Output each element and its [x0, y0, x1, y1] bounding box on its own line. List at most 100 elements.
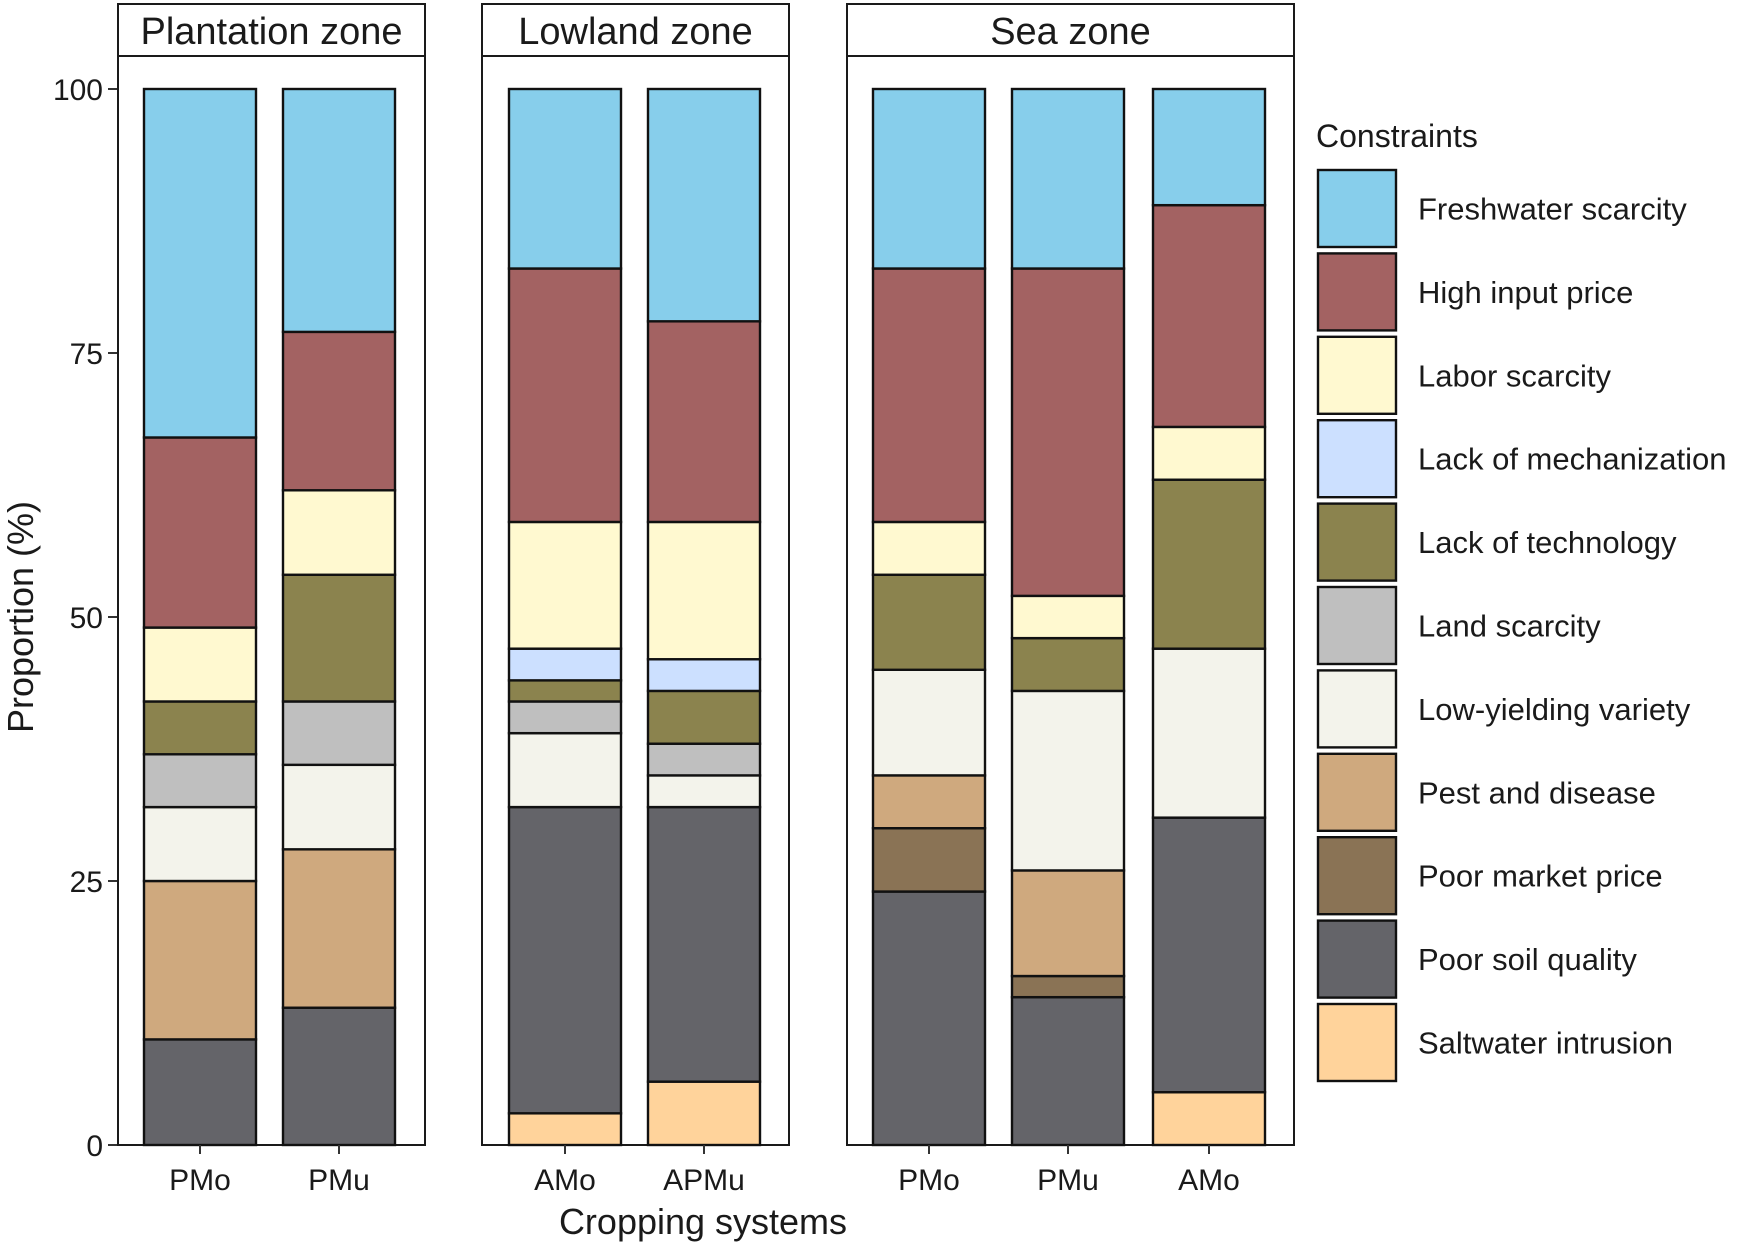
legend-item-pest-and-disease: Pest and disease — [1316, 752, 1656, 832]
bar-segment-lack-of-technology — [507, 679, 623, 703]
bar-segment-lack-of-technology — [1010, 636, 1126, 693]
bar-segment-saltwater-intrusion — [507, 1112, 623, 1147]
panel-sea-zone: Sea zone PMo PMu AMo — [846, 3, 1295, 1197]
bar-pmu — [281, 87, 397, 1147]
bar-segment-labor-scarcity — [1151, 425, 1267, 481]
legend-key — [1316, 252, 1398, 332]
bar-segment-poor-soil-quality — [281, 1006, 397, 1147]
bar-segment-lack-of-technology — [1151, 478, 1267, 650]
legend-key — [1316, 502, 1398, 582]
bar-segment-high-input-price — [1151, 203, 1267, 429]
bar-segment-low-yielding-variety — [871, 668, 987, 777]
legend-key — [1316, 335, 1398, 415]
legend-item-poor-soil-quality: Poor soil quality — [1316, 919, 1637, 999]
x-tick-label: PMu — [1037, 1164, 1099, 1197]
bar-segment-low-yielding-variety — [142, 805, 258, 883]
bar-segment-low-yielding-variety — [646, 774, 762, 809]
bar-segment-poor-soil-quality — [1010, 995, 1126, 1147]
x-tick-label: APMu — [663, 1164, 745, 1197]
x-tick-label: PMo — [898, 1164, 960, 1197]
bar-segment-lack-of-technology — [281, 573, 397, 703]
legend-item-high-input-price: High input price — [1316, 252, 1633, 332]
legend-item-labor-scarcity: Labor scarcity — [1316, 335, 1611, 415]
bar-segment-pest-and-disease — [142, 879, 258, 1041]
bar-segment-lack-of-technology — [142, 700, 258, 756]
panel-plantation-zone: Plantation zone PMo PMu — [117, 3, 426, 1197]
panel-title: Plantation zone — [141, 11, 403, 53]
legend-label: Saltwater intrusion — [1418, 1026, 1673, 1061]
legend-label: Freshwater scarcity — [1418, 192, 1687, 227]
bar-segment-saltwater-intrusion — [1151, 1090, 1267, 1147]
legend-key — [1316, 1002, 1398, 1083]
legend-item-saltwater-intrusion: Saltwater intrusion — [1316, 1002, 1673, 1083]
legend-label: Pest and disease — [1418, 775, 1656, 810]
legend-label: Low-yielding variety — [1418, 692, 1691, 727]
legend: Constraints Freshwater scarcity High input… — [1316, 118, 1726, 1083]
bar-segment-saltwater-intrusion — [646, 1080, 762, 1147]
bar-segment-poor-soil-quality — [646, 805, 762, 1083]
legend-item-lack-of-technology: Lack of technology — [1316, 502, 1677, 582]
bar-segment-freshwater-scarcity — [871, 87, 987, 270]
x-tick-label: PMu — [308, 1164, 370, 1197]
legend-key — [1316, 836, 1398, 916]
bar-amo — [1151, 87, 1267, 1147]
legend-key — [1316, 669, 1398, 749]
y-tick-label: 25 — [70, 866, 103, 899]
bar-segment-land-scarcity — [142, 753, 258, 809]
bar-segment-land-scarcity — [507, 700, 623, 735]
bar-segment-lack-of-mechanization — [507, 647, 623, 682]
legend-key — [1316, 585, 1398, 666]
legend-item-freshwater-scarcity: Freshwater scarcity — [1316, 168, 1687, 249]
bar-segment-low-yielding-variety — [1151, 647, 1267, 819]
bar-segment-poor-market-price — [1010, 974, 1126, 999]
bar-segment-labor-scarcity — [142, 626, 258, 703]
bar-apmu — [646, 87, 762, 1147]
bar-segment-land-scarcity — [646, 742, 762, 777]
legend-key — [1316, 919, 1398, 999]
bar-segment-high-input-price — [142, 436, 258, 629]
legend-item-land-scarcity: Land scarcity — [1316, 585, 1601, 666]
legend-item-poor-market-price: Poor market price — [1316, 836, 1663, 916]
y-tick-label: 50 — [70, 602, 103, 635]
legend-label: Poor soil quality — [1418, 942, 1637, 977]
legend-label: Labor scarcity — [1418, 358, 1611, 393]
bar-segment-poor-soil-quality — [142, 1038, 258, 1147]
bar-segment-poor-market-price — [871, 827, 987, 893]
bar-segment-pest-and-disease — [281, 848, 397, 1009]
bar-segment-labor-scarcity — [871, 520, 987, 576]
bar-segment-freshwater-scarcity — [507, 87, 623, 270]
bar-segment-low-yielding-variety — [507, 731, 623, 809]
legend-item-low-yielding-variety: Low-yielding variety — [1316, 669, 1691, 749]
bar-segment-land-scarcity — [281, 700, 397, 767]
y-tick-label: 75 — [70, 338, 103, 371]
bar-pmu — [1010, 87, 1126, 1147]
bar-segment-low-yielding-variety — [1010, 689, 1126, 872]
bar-segment-freshwater-scarcity — [646, 87, 762, 323]
bar-segment-freshwater-scarcity — [142, 87, 258, 439]
bar-segment-pest-and-disease — [871, 774, 987, 830]
bar-segment-low-yielding-variety — [281, 763, 397, 851]
legend-key — [1316, 168, 1398, 249]
x-tick-label: AMo — [1178, 1164, 1240, 1197]
legend-label: High input price — [1418, 275, 1633, 310]
bar-segment-freshwater-scarcity — [281, 87, 397, 334]
legend-label: Lack of technology — [1418, 525, 1677, 560]
panel-title: Sea zone — [990, 11, 1151, 53]
bar-segment-freshwater-scarcity — [1010, 87, 1126, 270]
legend-key — [1316, 419, 1398, 499]
legend-key — [1316, 752, 1398, 832]
panel-lowland-zone: Lowland zone AMo APMu — [481, 3, 790, 1197]
y-axis: 0 25 50 75 100 Proportion (%) — [0, 74, 118, 1163]
bar-segment-high-input-price — [646, 320, 762, 524]
bar-segment-high-input-price — [507, 267, 623, 524]
bar-segment-labor-scarcity — [1010, 594, 1126, 640]
x-axis-title: Cropping systems — [559, 1201, 847, 1242]
y-tick-label: 100 — [53, 74, 103, 107]
bar-segment-lack-of-technology — [871, 573, 987, 672]
panel-title: Lowland zone — [518, 11, 753, 53]
bar-segment-poor-soil-quality — [1151, 816, 1267, 1094]
legend-label: Lack of mechanization — [1418, 442, 1726, 477]
bar-segment-high-input-price — [281, 330, 397, 492]
x-tick-label: AMo — [534, 1164, 596, 1197]
